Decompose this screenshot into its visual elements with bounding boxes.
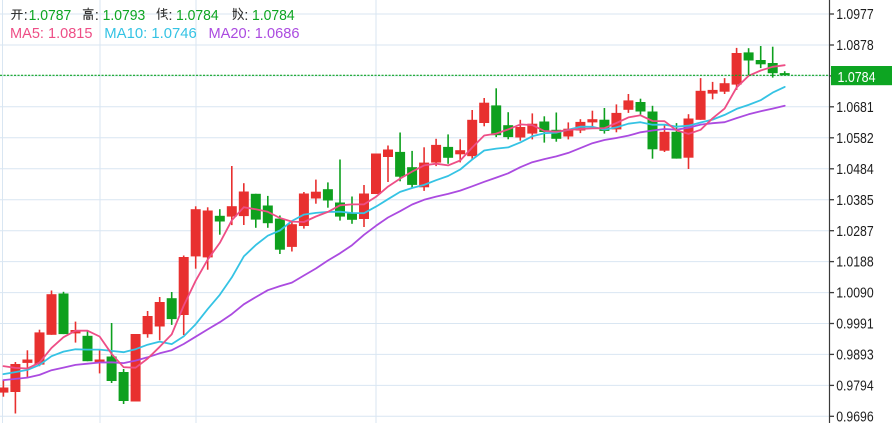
svg-text::: :: [168, 7, 172, 24]
svg-text:0.9794: 0.9794: [836, 379, 874, 395]
svg-text::: :: [244, 7, 248, 24]
svg-text:1.0878: 1.0878: [836, 38, 874, 54]
svg-text:1.0787: 1.0787: [29, 7, 72, 24]
svg-text:1.0385: 1.0385: [836, 193, 874, 209]
svg-text:MA5: 1.0815: MA5: 1.0815: [10, 25, 93, 42]
svg-text:1.0784: 1.0784: [176, 7, 219, 24]
svg-text:1.0287: 1.0287: [836, 224, 874, 240]
svg-text:1.0977: 1.0977: [836, 7, 874, 23]
svg-text:1.0784: 1.0784: [838, 69, 876, 86]
svg-text:1.0188: 1.0188: [836, 255, 874, 271]
svg-text:1.0681: 1.0681: [836, 100, 874, 116]
svg-text::: :: [24, 7, 28, 24]
svg-text:0.9991: 0.9991: [836, 317, 874, 333]
svg-text:0.9893: 0.9893: [836, 348, 874, 364]
svg-text:1.0793: 1.0793: [103, 7, 146, 24]
svg-text:1.0582: 1.0582: [836, 131, 874, 147]
svg-text:1.0784: 1.0784: [252, 7, 295, 24]
svg-text:MA10: 1.0746: MA10: 1.0746: [104, 25, 197, 42]
svg-text:MA20: 1.0686: MA20: 1.0686: [209, 25, 300, 42]
svg-text::: :: [95, 7, 99, 24]
svg-text:1.0484: 1.0484: [836, 162, 874, 178]
svg-text:0.9696: 0.9696: [836, 409, 874, 423]
svg-text:1.0090: 1.0090: [836, 286, 874, 302]
